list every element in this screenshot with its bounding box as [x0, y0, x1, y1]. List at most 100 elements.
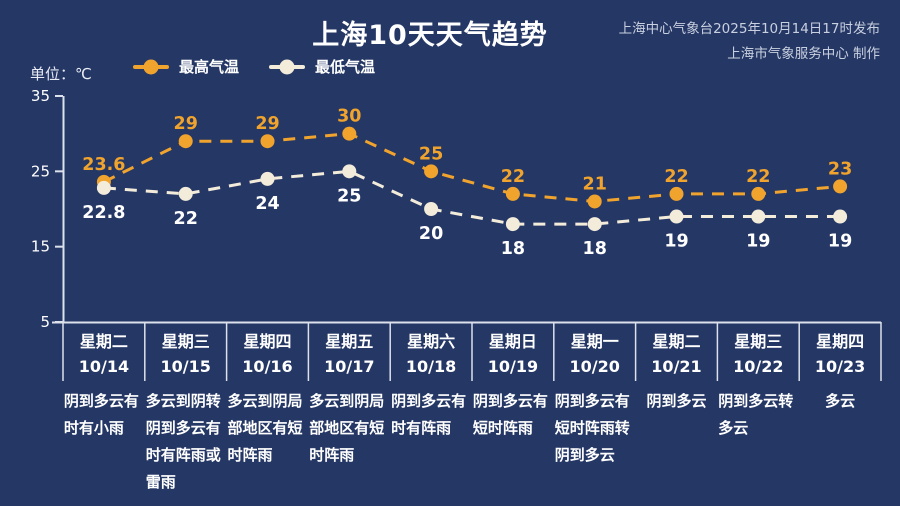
- low-temp-value-0: 22.8: [82, 203, 125, 223]
- high-temp-marker-icon: [133, 59, 169, 74]
- weather-description: 多云到阴局部地区有短时阵雨: [227, 388, 309, 469]
- day-column-10-18: 星期六 10/18 阴到多云有时有阵雨: [390, 329, 472, 442]
- y-tick-label: 5: [40, 313, 50, 331]
- weekday-label: 星期四: [243, 332, 292, 351]
- weather-description: 多云到阴局部地区有短时阵雨: [308, 388, 390, 469]
- legend-label-low: 最低气温: [315, 58, 376, 76]
- legend-item-high: 最高气温: [133, 56, 239, 77]
- high-temp-line: [103, 132, 841, 203]
- source-line-1: 上海中心气象台2025年10月14日17时发布: [618, 21, 880, 37]
- page-title: 上海10天天气趋势: [312, 20, 548, 51]
- low-temp-point-4: [424, 202, 439, 216]
- weather-description-text: 阴到多云有短时阵雨: [472, 392, 548, 437]
- weekday-label: 星期六: [407, 332, 456, 351]
- day-column-10-19: 星期日 10/19 阴到多云有短时阵雨: [472, 329, 554, 442]
- weekday-label: 星期五: [325, 332, 374, 351]
- low-temp-point-8: [751, 209, 766, 224]
- weather-description-text: 多云: [825, 392, 856, 410]
- weekday-label: 星期二: [79, 332, 128, 351]
- high-temp-point-2: [260, 134, 275, 149]
- date-label: 10/19: [487, 357, 539, 376]
- low-temp-value-7: 19: [664, 232, 688, 252]
- legend: 最高气温 最低气温: [133, 56, 375, 77]
- high-temp-value-4: 25: [419, 144, 443, 164]
- weather-description: 多云到阴转阴到多云有时有阵雨或雷雨: [145, 388, 227, 496]
- low-temp-value-6: 18: [583, 239, 607, 259]
- date-label: 10/17: [324, 357, 375, 376]
- weather-description-text: 阴到多云有短时阵雨转阴到多云: [554, 392, 630, 464]
- weather-description: 阴到多云转多云: [717, 388, 799, 442]
- low-temp-point-5: [505, 217, 520, 232]
- date-label: 10/14: [78, 357, 130, 376]
- day-column-10-21: 星期二 10/21 阴到多云: [636, 329, 718, 415]
- weather-description: 阴到多云有时有阵雨: [390, 388, 472, 442]
- low-temp-point-0: [96, 180, 111, 195]
- high-temp-point-1: [178, 134, 193, 149]
- low-temp-line: [103, 169, 841, 226]
- low-temp-point-7: [669, 209, 684, 224]
- date-label: 10/23: [814, 357, 866, 376]
- weekday-label: 星期三: [161, 332, 210, 351]
- low-temp-value-2: 24: [255, 194, 279, 214]
- high-temp-point-8: [751, 186, 766, 201]
- weekday-label: 星期日: [488, 332, 537, 351]
- high-temp-point-4: [424, 164, 439, 179]
- source-info: 上海中心气象台2025年10月14日17时发布 上海市气象服务中心 制作: [619, 17, 880, 67]
- high-temp-dot-icon: [143, 59, 159, 74]
- high-temp-value-6: 21: [583, 174, 607, 194]
- low-temp-value-4: 20: [419, 224, 443, 244]
- weather-description-text: 阴到多云有时有小雨: [63, 392, 139, 437]
- high-temp-point-6: [587, 194, 602, 209]
- weather-description: 阴到多云有短时阵雨: [472, 388, 554, 442]
- weather-description: 阴到多云: [636, 388, 718, 415]
- legend-item-low: 最低气温: [269, 56, 375, 77]
- low-temp-value-9: 19: [828, 232, 852, 252]
- weather-description-text: 阴到多云转多云: [718, 392, 794, 437]
- low-temp-point-9: [833, 209, 848, 224]
- date-label: 10/15: [160, 357, 211, 376]
- high-temp-value-0: 23.6: [82, 155, 125, 175]
- date-label: 10/20: [569, 357, 620, 376]
- high-temp-point-3: [342, 126, 357, 141]
- weather-description: 阴到多云有短时阵雨转阴到多云: [554, 388, 636, 469]
- weekday-label: 星期二: [652, 332, 701, 351]
- y-tick-label: 35: [31, 87, 50, 105]
- low-temp-point-1: [178, 186, 193, 201]
- date-label: 10/21: [651, 357, 702, 376]
- day-column-10-15: 星期三 10/15 多云到阴转阴到多云有时有阵雨或雷雨: [145, 329, 227, 496]
- weather-description-text: 多云到阴局部地区有短时阵雨: [309, 392, 385, 464]
- date-label: 10/18: [405, 357, 457, 376]
- high-temp-value-9: 23: [828, 159, 852, 179]
- weather-description-text: 多云到阴转阴到多云有时有阵雨或雷雨: [145, 392, 221, 491]
- date-label: 10/22: [733, 357, 784, 376]
- day-column-10-16: 星期四 10/16 多云到阴局部地区有短时阵雨: [227, 329, 309, 469]
- y-tick-label: 25: [31, 162, 50, 180]
- low-temp-value-8: 19: [746, 232, 770, 252]
- low-temp-value-5: 18: [501, 239, 525, 259]
- high-temp-value-5: 22: [501, 167, 525, 187]
- weekday-label: 星期四: [816, 332, 865, 351]
- high-temp-point-9: [833, 179, 848, 194]
- unit-label: 单位：℃: [30, 65, 92, 83]
- high-temp-value-7: 22: [664, 167, 688, 187]
- y-tick-label: 15: [31, 238, 50, 256]
- day-column-10-14: 星期二 10/14 阴到多云有时有小雨: [63, 329, 145, 442]
- low-temp-point-2: [260, 171, 275, 186]
- weekday-label: 星期三: [734, 332, 783, 351]
- date-label: 10/16: [242, 357, 293, 376]
- day-column-10-23: 星期四 10/23 多云: [799, 329, 881, 415]
- high-temp-point-7: [669, 186, 684, 201]
- weather-description-text: 阴到多云有时有阵雨: [391, 392, 467, 437]
- weekday-label: 星期一: [570, 332, 619, 351]
- low-temp-point-3: [342, 164, 357, 179]
- high-temp-point-5: [505, 186, 520, 201]
- weather-description-text: 阴到多云: [646, 392, 707, 410]
- day-column-10-20: 星期一 10/20 阴到多云有短时阵雨转阴到多云: [554, 329, 636, 469]
- high-temp-value-2: 29: [255, 114, 279, 134]
- low-temp-point-6: [587, 217, 602, 232]
- weather-description: 多云: [799, 388, 881, 415]
- low-temp-value-1: 22: [174, 209, 198, 229]
- high-temp-value-3: 30: [337, 107, 361, 127]
